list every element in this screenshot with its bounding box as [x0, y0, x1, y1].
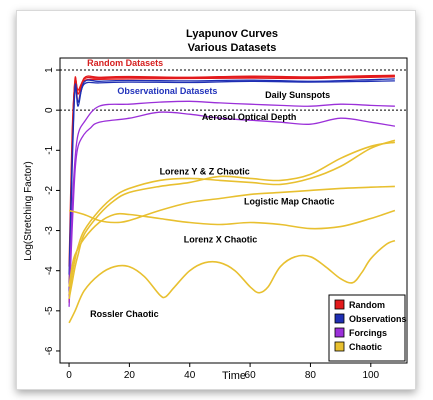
series-line-random-2: [68, 76, 395, 267]
x-tick-label: 40: [184, 370, 196, 381]
y-tick-label: -2: [44, 186, 55, 195]
series-line-lorenz-x: [68, 209, 396, 287]
annotation-daily-sunspots: Daily Sunspots: [265, 90, 330, 100]
series-line-observations-4: [68, 80, 395, 275]
series-line-logistic-map: [68, 185, 395, 224]
annotation-observational-datasets: Observational Datasets: [117, 86, 217, 96]
lyapunov-chart: Lyapunov Curves Various Datasets Random …: [23, 28, 408, 382]
legend-swatch-forcings: [334, 327, 345, 338]
annotation-aerosol-optical-depth: Aerosol Optical Depth: [202, 112, 297, 122]
x-axis: 0 20 40 60 80 100: [66, 363, 380, 381]
y-tick-label: -6: [44, 346, 55, 355]
chart-title: Lyapunov Curves: [186, 28, 278, 40]
legend-swatch-random: [334, 299, 345, 310]
annotation-lorenz-y-z-chaotic: Lorenz Y & Z Chaotic: [160, 166, 250, 176]
x-axis-label: Time: [222, 370, 246, 382]
y-tick-label: 1: [44, 67, 55, 73]
x-tick-label: 80: [305, 370, 317, 381]
chart-subtitle: Various Datasets: [188, 42, 277, 54]
legend-label-forcings: Forcings: [349, 328, 387, 338]
y-tick-label: -5: [44, 306, 55, 315]
series-line-forcings-5: [68, 100, 395, 299]
legend-label-chaotic: Chaotic: [349, 342, 382, 352]
annotation-logistic-map-chaotic: Logistic Map Chaotic: [244, 196, 335, 206]
y-tick-label: -1: [44, 145, 55, 154]
reference-lines: [60, 69, 407, 111]
annotation-rossler-chaotic: Rossler Chaotic: [90, 309, 159, 319]
x-tick-label: 100: [362, 370, 379, 381]
series-layer: [68, 74, 396, 324]
series-line-forcings-6: [68, 111, 395, 307]
x-tick-label: 20: [124, 370, 136, 381]
y-tick-label: -3: [44, 226, 55, 235]
plot-area: [59, 57, 408, 364]
legend: Random Observations Forcings Chaotic: [328, 294, 407, 362]
legend-label-random: Random: [349, 300, 385, 310]
series-line-random-1: [68, 75, 395, 291]
x-tick-label: 60: [245, 370, 257, 381]
y-tick-label: 0: [44, 107, 55, 113]
legend-swatch-observations: [334, 313, 345, 324]
annotation-random-datasets: Random Datasets: [87, 58, 163, 68]
annotation-layer: Random Datasets Observational Datasets Dai…: [87, 58, 334, 319]
legend-label-observations: Observations: [349, 314, 407, 324]
x-tick-label: 0: [66, 370, 72, 381]
y-axis-label: Log(Stretching Factor): [23, 161, 34, 261]
series-line-lorenz-z: [68, 141, 396, 299]
figure-frame: Lyapunov Curves Various Datasets Random …: [16, 10, 416, 390]
y-axis: 1 0 -1 -2 -3 -4 -5 -6: [44, 67, 60, 355]
series-line-rossler: [68, 239, 396, 324]
y-tick-label: -4: [44, 266, 55, 275]
legend-swatch-chaotic: [334, 341, 345, 352]
series-line-lorenz-y: [68, 139, 396, 295]
annotation-lorenz-x-chaotic: Lorenz X Chaotic: [184, 235, 258, 245]
